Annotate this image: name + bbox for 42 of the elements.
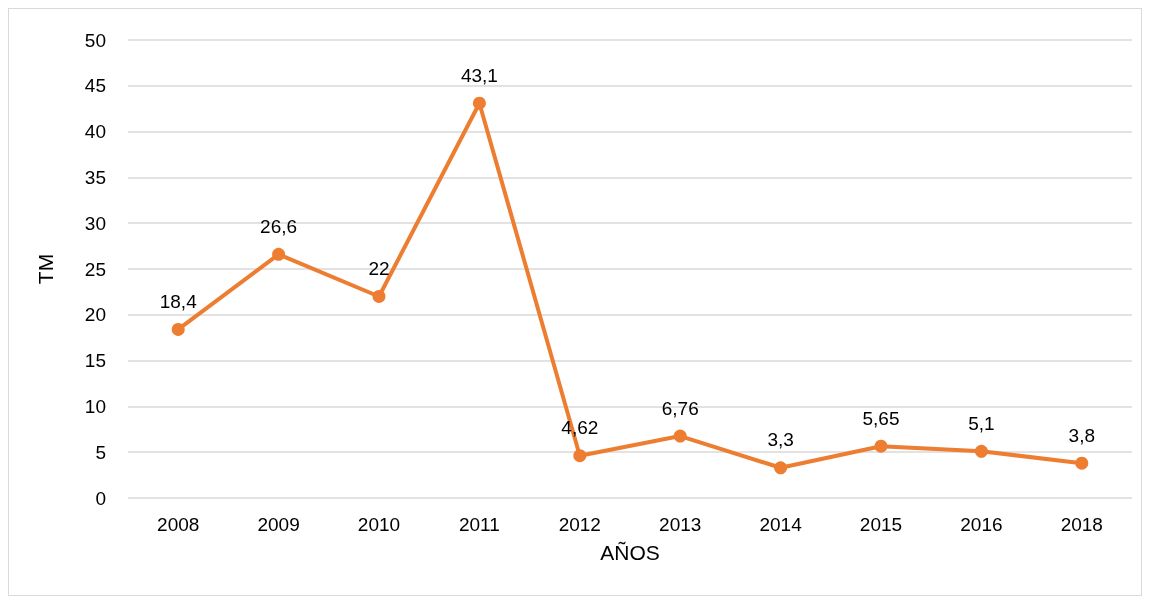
x-tick-label: 2010: [357, 514, 401, 535]
data-label: 26,6: [260, 215, 298, 237]
y-tick-label: 10: [84, 395, 106, 417]
y-tick-label: 45: [84, 75, 106, 97]
y-tick-label: 50: [84, 29, 106, 51]
data-label: 5,65: [862, 407, 900, 429]
data-label: 22: [368, 257, 390, 279]
x-tick-label: 2015: [859, 514, 903, 535]
y-tick-label: 35: [84, 166, 106, 188]
point: [774, 461, 788, 475]
point: [171, 322, 185, 336]
y-tick-label: 30: [84, 212, 106, 234]
x-tick-label: 2008: [157, 514, 200, 535]
data-label: 43,1: [460, 64, 498, 86]
x-tick-label: 2014: [759, 514, 803, 535]
x-tick-label: 2012: [558, 514, 601, 535]
y-tick-label: 0: [95, 487, 106, 509]
data-label: 18,4: [159, 290, 198, 312]
x-axis-title: AÑOS: [600, 541, 660, 564]
x-tick-label: 2018: [1060, 514, 1103, 535]
point: [272, 247, 286, 261]
y-tick-label: 5: [95, 441, 106, 463]
y-tick-label: 25: [84, 258, 106, 280]
data-label: 3,3: [767, 429, 794, 451]
x-tick-label: 2011: [458, 514, 500, 535]
y-axis-title: TM: [34, 253, 57, 285]
y-tick-label: 15: [84, 350, 106, 372]
y-tick-label: 20: [84, 304, 106, 326]
point: [874, 439, 888, 453]
data-label: 3,8: [1068, 424, 1096, 446]
point: [372, 289, 386, 303]
point: [1075, 456, 1089, 470]
data-label: 5,1: [968, 412, 995, 434]
point: [974, 444, 988, 458]
data-label: 6,76: [661, 397, 699, 419]
y-tick-label: 40: [84, 121, 106, 143]
x-tick-label: 2013: [659, 514, 702, 535]
point: [472, 96, 486, 110]
x-tick-label: 2016: [960, 514, 1003, 535]
point: [573, 449, 587, 463]
x-tick-label: 2009: [257, 514, 300, 535]
point: [673, 429, 687, 443]
